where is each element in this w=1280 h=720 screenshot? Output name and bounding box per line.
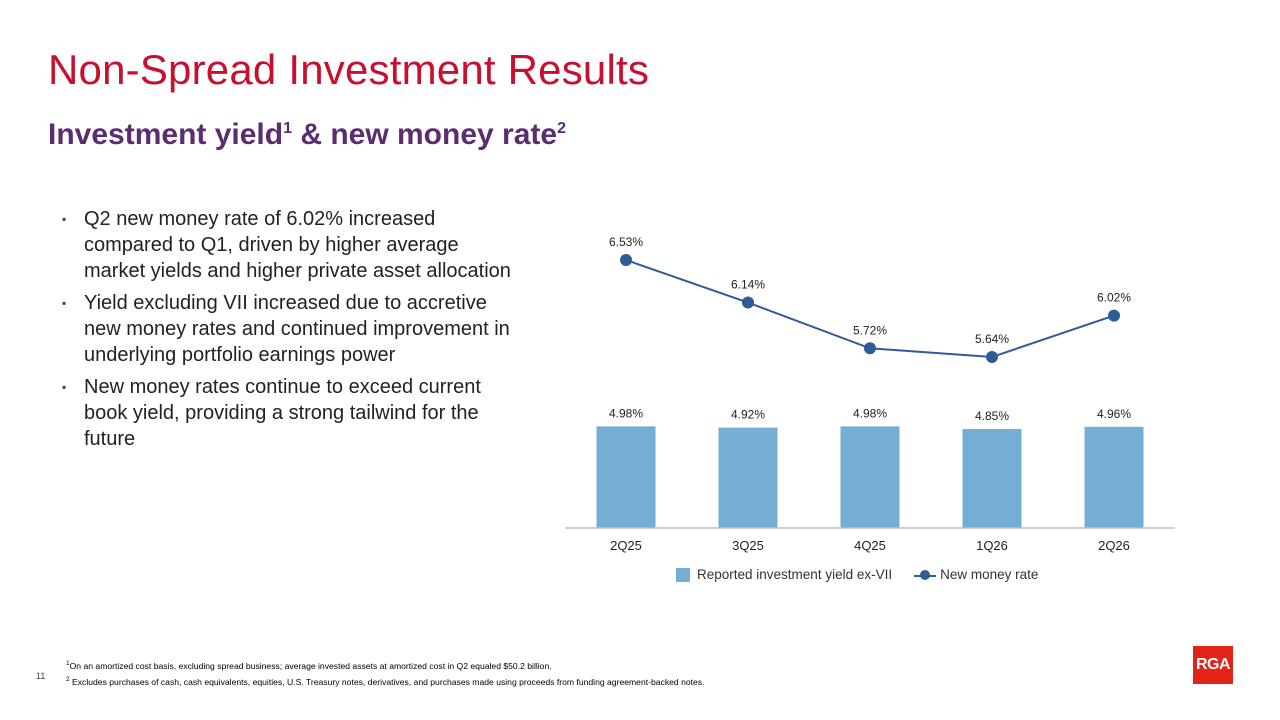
- x-tick-label-1Q26: 1Q26: [976, 538, 1008, 553]
- bullet-marker-icon: ▪: [62, 212, 67, 226]
- line-point-2Q25: [620, 254, 632, 266]
- footnotes: 1On an amortized cost basis, excluding s…: [66, 657, 704, 689]
- subtitle-footnote-1: 1: [283, 120, 292, 137]
- bar-2Q25: [596, 426, 656, 528]
- subtitle-text-yield: Investment yield: [48, 118, 284, 151]
- yield-chart: 4.98% 4.92% 4.98% 4.85% 4.96% 2Q25 3Q25 4Q25 1Q2…: [565, 235, 1175, 553]
- bullet-marker-icon: ▪: [62, 380, 67, 394]
- bar-2Q26: [1084, 426, 1144, 528]
- footnote-2: 2 Excludes purchases of cash, cash equiv…: [66, 673, 704, 689]
- line-point-3Q25: [742, 296, 754, 309]
- line-label-3Q25: 6.14%: [731, 278, 765, 292]
- bullet-item: ▪ New money rates continue to exceed curr…: [62, 374, 512, 452]
- page-title: Non-Spread Investment Results: [48, 46, 650, 93]
- bar-3Q25: [718, 427, 778, 528]
- bar-4Q25: [840, 426, 900, 528]
- legend-label-yield: Reported investment yield ex-VII: [697, 567, 893, 582]
- legend-line-swatch-icon: [914, 568, 937, 582]
- line-label-4Q25: 5.72%: [853, 323, 887, 337]
- bar-label-4Q25: 4.98%: [853, 406, 887, 420]
- bar-label-2Q25: 4.98%: [609, 406, 643, 420]
- line-point-1Q26: [986, 351, 998, 364]
- x-tick-label-4Q25: 4Q25: [854, 538, 886, 553]
- line-label-2Q25: 6.53%: [609, 235, 643, 249]
- subtitle-footnote-2: 2: [557, 120, 566, 137]
- footnote-2-marker: 2: [66, 675, 70, 683]
- bar-label-3Q25: 4.92%: [731, 408, 765, 422]
- x-tick-label-2Q26: 2Q26: [1098, 538, 1130, 553]
- bullet-marker-icon: ▪: [62, 296, 67, 310]
- bullet-text: New money rates continue to exceed curre…: [84, 376, 481, 450]
- line-label-2Q26: 6.02%: [1097, 291, 1131, 305]
- page-number: 11: [36, 671, 46, 681]
- subtitle-text-rate: & new money rate: [291, 118, 558, 151]
- legend-bar-swatch-icon: [676, 567, 690, 582]
- page-subtitle: Investment yield1 & new money rate2: [48, 118, 566, 152]
- bullet-item: ▪ Q2 new money rate of 6.02% increased co…: [62, 206, 512, 284]
- chart-legend: Reported investment yield ex-VII New mon…: [676, 567, 1038, 582]
- bar-label-1Q26: 4.85%: [975, 409, 1009, 423]
- footnote-1-marker: 1: [66, 660, 70, 667]
- bar-1Q26: [962, 429, 1022, 528]
- line-point-4Q25: [864, 342, 876, 355]
- legend-label-new-money: New money rate: [940, 567, 1039, 582]
- bullet-text: Q2 new money rate of 6.02% increased com…: [84, 208, 511, 282]
- bullet-text: Yield excluding VII increased due to acc…: [84, 292, 510, 366]
- x-tick-label-3Q25: 3Q25: [732, 538, 764, 553]
- line-point-2Q26: [1108, 309, 1120, 322]
- bullet-list: ▪ Q2 new money rate of 6.02% increased co…: [62, 206, 512, 458]
- line-label-1Q26: 5.64%: [975, 332, 1009, 346]
- bullet-item: ▪ Yield excluding VII increased due to ac…: [62, 290, 512, 368]
- footnote-2-text: Excludes purchases of cash, cash equival…: [69, 676, 705, 687]
- bar-label-2Q26: 4.96%: [1097, 407, 1131, 421]
- footnote-1-text: On an amortized cost basis, excluding sp…: [69, 660, 552, 671]
- x-tick-label-2Q25: 2Q25: [610, 538, 642, 553]
- rga-logo: RGA: [1193, 646, 1233, 684]
- footnote-1: 1On an amortized cost basis, excluding s…: [66, 657, 704, 673]
